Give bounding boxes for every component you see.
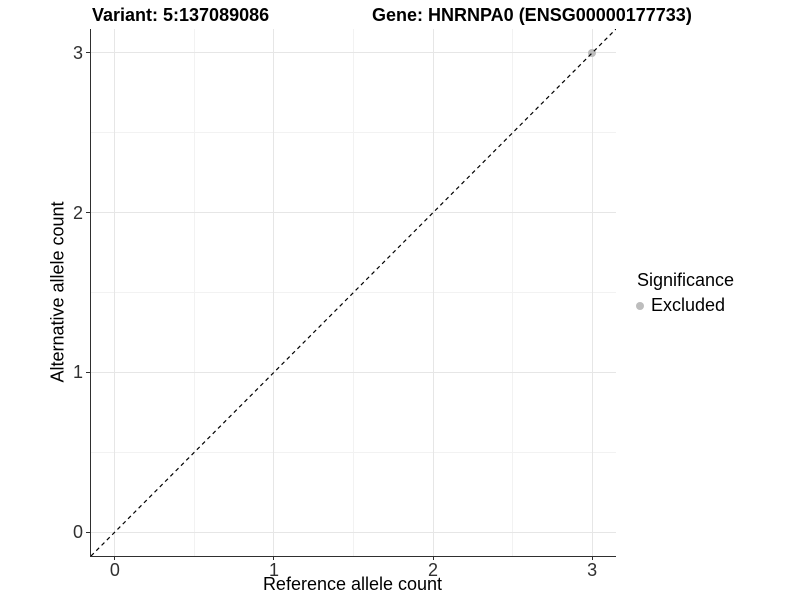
- legend: Significance Excluded: [636, 270, 735, 316]
- gene-title: Gene: HNRNPA0 (ENSG00000177733): [372, 5, 692, 25]
- y-axis-tick-mark: [86, 52, 90, 54]
- legend-title: Significance: [637, 270, 735, 290]
- x-axis-tick-mark: [432, 556, 434, 560]
- plot-panel: 0 1 2 3 0 1 2 3: [73, 29, 616, 579]
- x-axis-tick-label: 3: [587, 560, 598, 580]
- gridline-horizontal-major: [91, 371, 616, 373]
- gridline-vertical-major: [273, 29, 275, 556]
- y-axis-tick-label: 1: [72, 362, 83, 383]
- excluded-point-icon: [636, 301, 644, 310]
- y-axis-tick-mark: [86, 371, 90, 373]
- variant-title: Variant: 5:137089086: [92, 5, 270, 25]
- x-axis-tick-label: 1: [268, 560, 279, 580]
- legend-item-label: Excluded: [651, 294, 726, 315]
- data-point: [588, 48, 597, 57]
- x-axis-tick-label: 0: [109, 560, 120, 580]
- y-axis-tick-label: 3: [72, 42, 83, 63]
- x-axis-tick-mark: [273, 556, 275, 560]
- y-axis-tick-mark: [86, 212, 90, 214]
- gridline-horizontal-minor: [91, 132, 616, 134]
- legend-item-excluded: Excluded: [636, 294, 734, 316]
- y-axis-tick-mark: [86, 531, 90, 533]
- gridline-vertical-major: [114, 29, 116, 556]
- y-axis-title: Alternative allele count: [47, 201, 68, 383]
- y-axis-tick-label: 0: [72, 522, 83, 543]
- gridline-vertical-major: [432, 29, 434, 556]
- x-axis-tick-mark: [591, 556, 593, 560]
- gridline-horizontal-major: [91, 531, 616, 533]
- y-axis-tick-label: 2: [72, 202, 83, 223]
- x-axis-title: Reference allele count: [262, 574, 443, 594]
- gridline-vertical-major: [591, 29, 593, 556]
- x-axis-tick-label: 2: [428, 560, 439, 580]
- gridline-horizontal-major: [91, 212, 616, 214]
- gridline-horizontal-minor: [91, 451, 616, 453]
- x-axis-tick-mark: [114, 556, 116, 560]
- gridline-horizontal-minor: [91, 292, 616, 293]
- gridline-horizontal-major: [91, 52, 616, 54]
